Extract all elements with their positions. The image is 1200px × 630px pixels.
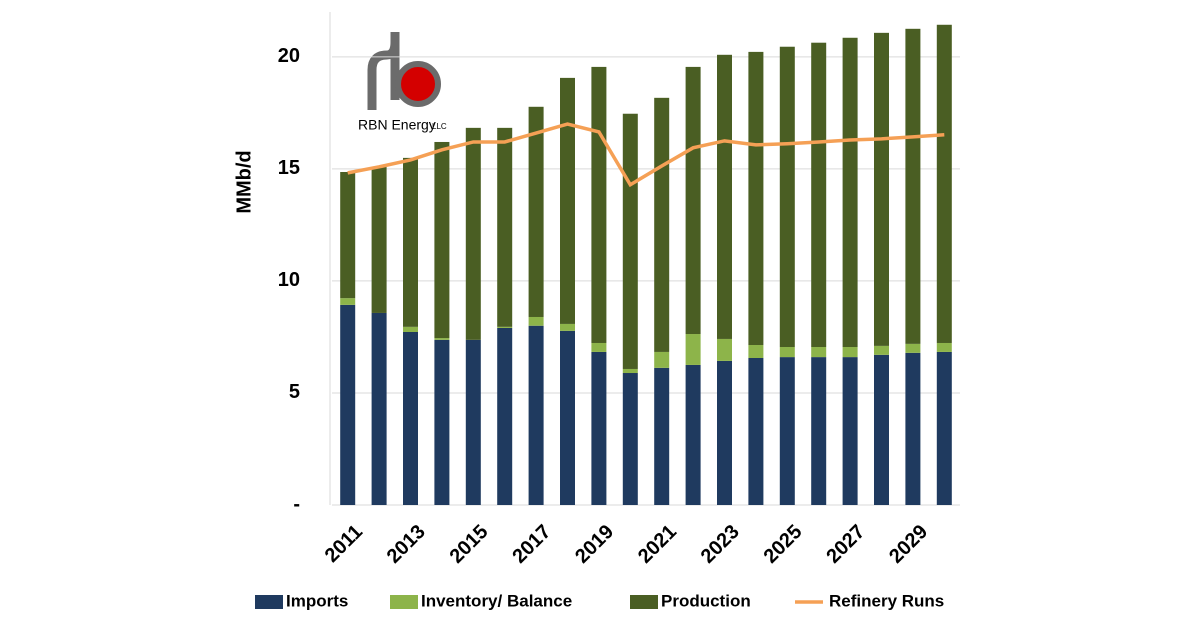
bar [371,312,387,505]
bar [591,66,607,343]
bar [403,332,418,505]
bar [465,127,481,340]
x-tick-label: 2029 [885,521,932,568]
bar [434,339,450,505]
bar [685,66,701,335]
bar [371,166,387,313]
bar [905,352,921,505]
bar [654,351,670,368]
logo-name: RBN Energy [358,117,436,133]
x-tick-label: 2025 [760,521,807,568]
x-tick-label: 2015 [446,521,493,568]
x-tick-label: 2023 [697,521,744,568]
bar [842,37,858,348]
bar [497,326,513,328]
bar [591,351,607,505]
logo-ball [395,61,441,107]
bar [811,357,827,505]
bar [842,347,858,358]
bar [654,97,670,352]
bar [654,367,670,505]
bar [811,347,827,358]
x-tick-label: 2013 [383,521,430,568]
bar [748,344,764,358]
bar [560,323,575,331]
bar [842,357,858,505]
y-tick-label: 20 [278,45,300,67]
y-tick-label: - [293,493,300,515]
bar [874,354,889,505]
bar [340,172,356,299]
legend-label: Inventory/ Balance [421,591,572,610]
bar [622,113,638,369]
bar [622,373,638,505]
legend-marker [630,595,658,609]
x-tick-label: 2021 [634,521,681,568]
bar [936,24,952,343]
bar [497,327,513,505]
bar [905,28,921,344]
bar [717,338,732,361]
legend-label: Refinery Runs [829,591,944,610]
x-tick-label: 2019 [571,521,618,568]
y-tick-label: 5 [289,381,300,403]
x-tick-label: 2027 [822,521,869,568]
bar [434,141,450,339]
bar [717,54,732,339]
bar [528,316,544,326]
bar [936,342,952,352]
bar [905,343,921,353]
bar [779,357,795,505]
legend-label: Production [661,591,751,610]
logo-suffix: LLC [432,122,447,131]
bar [779,46,795,348]
x-tick-label: 2011 [321,521,367,567]
y-tick-label: 15 [278,157,300,179]
bar [936,351,952,505]
bar [403,157,418,327]
bar [622,368,638,374]
bar [465,339,481,505]
bar [779,347,795,358]
legend-label: Imports [286,591,348,610]
bar [560,77,575,324]
bar [340,298,356,305]
legend-marker [255,595,283,609]
legend-marker [390,595,418,609]
bar [874,345,889,355]
y-tick-label: 10 [278,269,300,291]
bar [874,32,889,346]
bar [811,42,827,348]
bar [340,304,356,505]
bar [434,338,450,340]
bar [528,106,544,317]
line [347,122,945,188]
bar [403,326,418,333]
bar [528,325,544,505]
bar [591,342,607,352]
x-tick-label: 2017 [508,521,555,568]
bar [685,334,701,365]
bar [685,364,701,505]
bar [748,51,764,345]
bar [717,360,732,505]
bar [560,330,575,505]
bar [497,127,513,327]
y-axis-label: MMb/d [233,150,255,213]
logo: RBN Energy LLC [358,32,447,133]
bar [748,357,764,505]
